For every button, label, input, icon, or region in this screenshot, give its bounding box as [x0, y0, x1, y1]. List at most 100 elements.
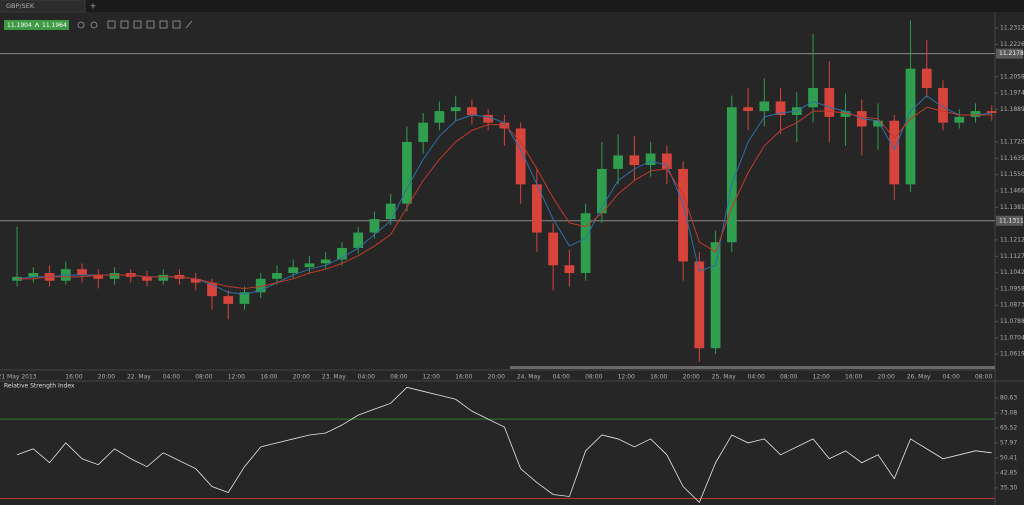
y-tick-label: 57.97	[1000, 439, 1017, 446]
tab-label[interactable]: GBP/SEK	[6, 2, 35, 10]
x-tick-label: 12:00	[813, 374, 830, 381]
price-level-label: 11.2178	[999, 50, 1024, 57]
candle-body	[808, 87, 818, 108]
candle-body	[840, 111, 851, 117]
x-tick-label: 08:00	[585, 374, 602, 381]
candle-body	[418, 122, 429, 142]
candle-body	[353, 232, 364, 248]
y-tick-label: 73.08	[1000, 409, 1017, 416]
candle-body	[921, 68, 932, 88]
candle-body	[661, 153, 672, 169]
candle-body	[970, 111, 981, 117]
candle-body	[743, 107, 753, 112]
tool-template[interactable]	[172, 20, 181, 29]
x-tick-label: 12:00	[228, 374, 245, 381]
candle-body	[434, 111, 445, 123]
candle-body	[142, 276, 152, 281]
candle-body	[710, 242, 721, 349]
y-tick-label: 35.30	[1000, 484, 1017, 491]
y-tick-label: 11.0704	[1000, 334, 1024, 341]
y-tick-label: 11.2226	[1000, 41, 1024, 48]
tool-draw[interactable]	[185, 20, 193, 29]
x-tick-label: 04:00	[553, 374, 570, 381]
x-tick-label: 04:00	[358, 374, 375, 381]
candle-body	[954, 116, 965, 123]
price-level-label: 11.1311	[999, 217, 1024, 224]
y-tick-label: 11.1212	[1000, 236, 1024, 243]
x-tick-label: 12:00	[618, 374, 635, 381]
x-tick-label: 16:00	[65, 374, 82, 381]
y-tick-label: 11.1381	[1000, 204, 1024, 211]
x-tick-label: 04:00	[748, 374, 765, 381]
y-tick-label: 11.1889	[1000, 106, 1024, 113]
candle-body	[678, 168, 688, 262]
zoom-out[interactable]	[90, 21, 98, 29]
tab[interactable]	[0, 0, 86, 13]
candle-body	[938, 87, 948, 123]
candle-body	[645, 153, 656, 166]
y-tick-label: 50.41	[1000, 454, 1017, 461]
y-tick-label: 11.1974	[1000, 89, 1024, 96]
tool-objects[interactable]	[159, 20, 168, 29]
y-tick-label: 11.0873	[1000, 302, 1024, 309]
candle-body	[337, 247, 347, 260]
candle-body	[629, 155, 640, 166]
x-tick-label: 20:00	[488, 374, 505, 381]
indicator-title: Relative Strength Index	[4, 383, 75, 390]
y-tick-label: 11.1042	[1000, 269, 1024, 276]
x-tick-label: 08:00	[780, 374, 797, 381]
new-tab[interactable]: +	[90, 2, 97, 11]
y-tick-label: 80.63	[1000, 394, 1017, 401]
candle-body	[515, 128, 526, 185]
candle-body	[467, 107, 477, 115]
y-tick-label: 65.52	[1000, 424, 1017, 431]
x-tick-label: 16:00	[845, 374, 862, 381]
candle-body	[93, 274, 104, 279]
x-tick-label: 22. May	[127, 374, 151, 381]
arrow-icon	[34, 22, 40, 28]
candle-body	[873, 120, 883, 127]
x-tick-label: 04:00	[163, 374, 180, 381]
tool-candles[interactable]	[120, 20, 129, 29]
candle-body	[580, 213, 591, 274]
candle-body	[190, 278, 201, 283]
y-tick-label: 11.0619	[1000, 351, 1024, 358]
candle-body	[402, 141, 412, 204]
zoom-in[interactable]	[77, 21, 85, 29]
x-tick-label: 20:00	[683, 374, 700, 381]
candle-body	[304, 263, 315, 268]
price-level-badge	[996, 215, 1023, 226]
candle-body	[499, 122, 510, 129]
candle-body	[28, 273, 39, 277]
candle-body	[272, 273, 282, 279]
x-tick-label: 08:00	[975, 374, 992, 381]
x-tick-label: 26. May	[907, 374, 931, 381]
y-tick-label: 42.85	[1000, 469, 1017, 476]
y-tick-label: 11.2312	[1000, 24, 1024, 31]
candle-body	[564, 265, 575, 274]
candle-body	[824, 87, 835, 117]
candle-body	[77, 269, 87, 275]
y-tick-label: 11.0958	[1000, 285, 1024, 292]
x-tick-label: 04:00	[942, 374, 959, 381]
price-badge	[4, 20, 69, 30]
x-tick-label: 23. May	[322, 374, 346, 381]
tool-line[interactable]	[133, 20, 142, 29]
candle-body	[450, 107, 461, 112]
x-tick-label: 16:00	[260, 374, 277, 381]
candle-body	[613, 155, 623, 169]
tool-indicators[interactable]	[146, 20, 155, 29]
candle-body	[320, 259, 331, 264]
y-tick-label: 11.1466	[1000, 187, 1024, 194]
scrollbar[interactable]	[510, 366, 995, 369]
candle-body	[223, 296, 234, 304]
tool-bars[interactable]	[107, 20, 116, 29]
candle-body	[288, 267, 299, 274]
candle-body	[889, 120, 900, 185]
y-tick-label: 11.1550	[1000, 171, 1024, 178]
candle-body	[483, 114, 494, 123]
y-tick-label: 11.0788	[1000, 318, 1024, 325]
x-tick-label: 25. May	[712, 374, 736, 381]
